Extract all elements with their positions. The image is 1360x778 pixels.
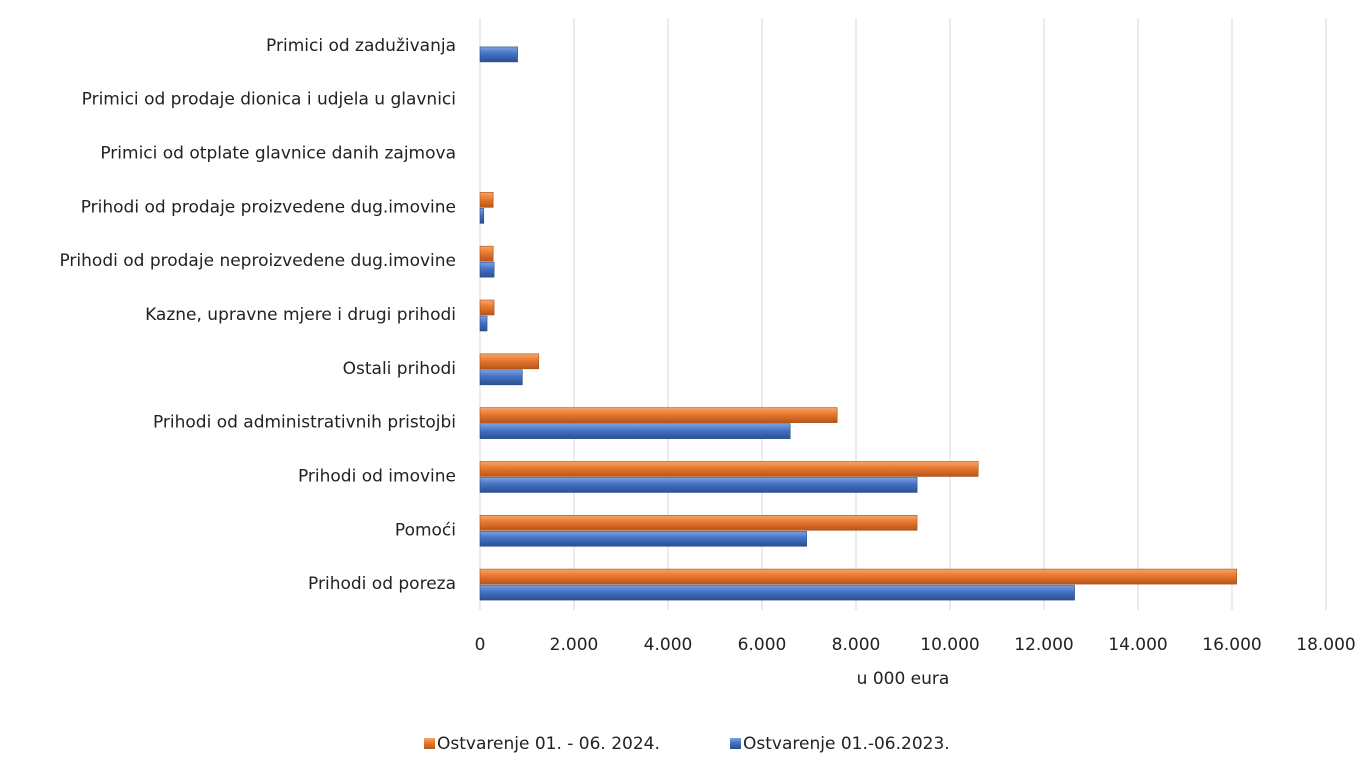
category-label: Prihodi od imovine bbox=[298, 466, 456, 486]
x-tick-label: 14.000 bbox=[1108, 635, 1167, 655]
x-tick-label: 4.000 bbox=[644, 635, 693, 655]
category-label: Primici od otplate glavnice danih zajmov… bbox=[100, 144, 456, 164]
x-tick-label: 10.000 bbox=[920, 635, 979, 655]
x-axis-title: u 000 eura bbox=[857, 669, 950, 689]
x-tick-label: 8.000 bbox=[832, 635, 881, 655]
category-labels: Prihodi od poreza Pomoći Prihodi od imovin… bbox=[59, 36, 456, 594]
bar-2024 bbox=[479, 568, 1238, 585]
x-tick-labels: 0 2.000 4.000 6.000 8.000 10.000 12.000 14.000 1… bbox=[475, 635, 1356, 655]
x-tick-label: 6.000 bbox=[738, 635, 787, 655]
bar-2023 bbox=[479, 530, 807, 547]
category-label: Pomoći bbox=[395, 520, 456, 540]
legend-swatch bbox=[424, 738, 435, 749]
x-tick-label: 18.000 bbox=[1296, 635, 1355, 655]
category-label: Prihodi od poreza bbox=[308, 574, 456, 594]
bar-2023 bbox=[479, 423, 791, 439]
x-tick-label: 16.000 bbox=[1202, 635, 1261, 655]
category-label: Prihodi od administrativnih pristojbi bbox=[153, 413, 456, 433]
x-tick-label: 12.000 bbox=[1014, 635, 1073, 655]
legend-label: Ostvarenje 01.-06.2023. bbox=[743, 734, 950, 754]
bar-2023 bbox=[479, 369, 523, 386]
bar-2024 bbox=[479, 353, 540, 370]
legend: Ostvarenje 01. - 06. 2024. Ostvarenje 01.… bbox=[424, 734, 950, 754]
bar-2023 bbox=[479, 584, 1075, 601]
category-label: Primici od zaduživanja bbox=[266, 36, 456, 56]
bar-2024 bbox=[479, 299, 495, 316]
bar-2024 bbox=[479, 407, 838, 423]
bars bbox=[479, 46, 1238, 601]
bar-2024 bbox=[479, 514, 918, 531]
category-label: Ostali prihodi bbox=[343, 359, 456, 379]
bar-2023 bbox=[479, 477, 918, 493]
legend-label: Ostvarenje 01. - 06. 2024. bbox=[437, 734, 660, 754]
category-label: Primici od prodaje dionica i udjela u gl… bbox=[82, 90, 456, 110]
category-label: Prihodi od prodaje neproizvedene dug.imo… bbox=[59, 251, 456, 271]
bar-2023 bbox=[479, 261, 495, 278]
bar-2023 bbox=[479, 46, 518, 63]
legend-swatch bbox=[730, 738, 741, 749]
x-tick-label: 2.000 bbox=[550, 635, 599, 655]
bar-2023 bbox=[479, 315, 488, 332]
x-tick-label: 0 bbox=[475, 635, 486, 655]
category-label: Prihodi od prodaje proizvedene dug.imovi… bbox=[81, 197, 456, 217]
category-label: Kazne, upravne mjere i drugi prihodi bbox=[145, 305, 456, 325]
gridlines bbox=[479, 18, 1327, 610]
bar-2024 bbox=[479, 192, 494, 208]
bar-2024 bbox=[479, 245, 494, 262]
bar-2023 bbox=[479, 208, 485, 224]
bar-2024 bbox=[479, 461, 979, 477]
